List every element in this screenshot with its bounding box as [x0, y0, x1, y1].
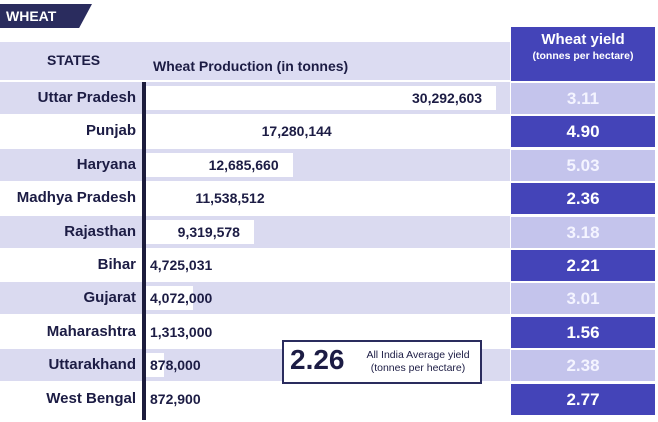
production-value-label: 12,685,660 [208, 156, 279, 173]
production-bar [146, 186, 280, 211]
yield-value-cell: 3.18 [511, 216, 655, 248]
bar-axis [142, 82, 146, 420]
states-column-header: STATES [47, 52, 101, 68]
yield-value-cell: 3.11 [511, 83, 655, 114]
production-value-label: 4,725,031 [150, 257, 213, 273]
production-bar [146, 386, 164, 411]
production-bar [146, 353, 164, 378]
average-yield-label: All India Average yield (tonnes per hect… [356, 349, 480, 375]
section-tag: WHEAT [0, 4, 92, 28]
state-label: Haryana [76, 155, 136, 173]
production-bar [146, 286, 194, 311]
average-yield-label-line1: All India Average yield [366, 349, 470, 361]
yield-header-title: Wheat yield [541, 31, 625, 48]
state-label: Uttarakhand [48, 356, 136, 374]
average-yield-box: 2.26 All India Average yield (tonnes per… [282, 340, 482, 384]
yield-value-cell: 4.90 [511, 116, 655, 148]
yield-value-cell: 2.77 [511, 383, 655, 415]
production-value-label: 30,292,603 [412, 90, 483, 106]
average-yield-label-line2: (tonnes per hectare) [370, 362, 466, 374]
production-value-label: 9,319,578 [177, 223, 240, 240]
state-label: Uttar Pradesh [37, 89, 136, 106]
production-value-label: 878,000 [150, 357, 201, 374]
yield-column-header: Wheat yield (tonnes per hectare) [511, 27, 655, 81]
row-shade [0, 215, 510, 248]
production-value-label: 11,538,512 [195, 190, 265, 207]
production-bar [146, 219, 254, 244]
state-label: West Bengal [46, 389, 136, 407]
yield-value-cell: 2.21 [511, 250, 655, 281]
yield-value-cell: 3.01 [511, 283, 655, 315]
production-value-label: 1,313,000 [150, 323, 213, 340]
production-bar [146, 86, 496, 110]
yield-value-cell: 2.38 [511, 350, 655, 382]
production-value-label: 17,280,144 [261, 123, 332, 140]
state-label: Gujarat [83, 289, 136, 307]
yield-value-cell: 2.36 [511, 183, 655, 215]
production-value-label: 872,900 [150, 390, 201, 407]
state-label: Punjab [85, 122, 136, 140]
production-bar [146, 152, 293, 177]
state-label: Madhya Pradesh [16, 189, 136, 207]
state-label: Rajasthan [64, 222, 136, 240]
production-bar [146, 319, 164, 344]
production-bar [146, 119, 346, 144]
production-column-header: Wheat Production (in tonnes) [153, 58, 349, 74]
row-shade [0, 282, 510, 315]
state-label: Bihar [97, 256, 136, 273]
average-yield-value: 2.26 [290, 344, 345, 375]
yield-value-cell: 5.03 [511, 149, 655, 181]
production-value-label: 4,072,000 [150, 290, 213, 307]
yield-value-cell: 1.56 [511, 316, 655, 348]
yield-header-unit: (tonnes per hectare) [532, 50, 634, 62]
state-label: Maharashtra [46, 322, 136, 340]
production-bar [146, 253, 201, 277]
header-band [0, 42, 510, 80]
